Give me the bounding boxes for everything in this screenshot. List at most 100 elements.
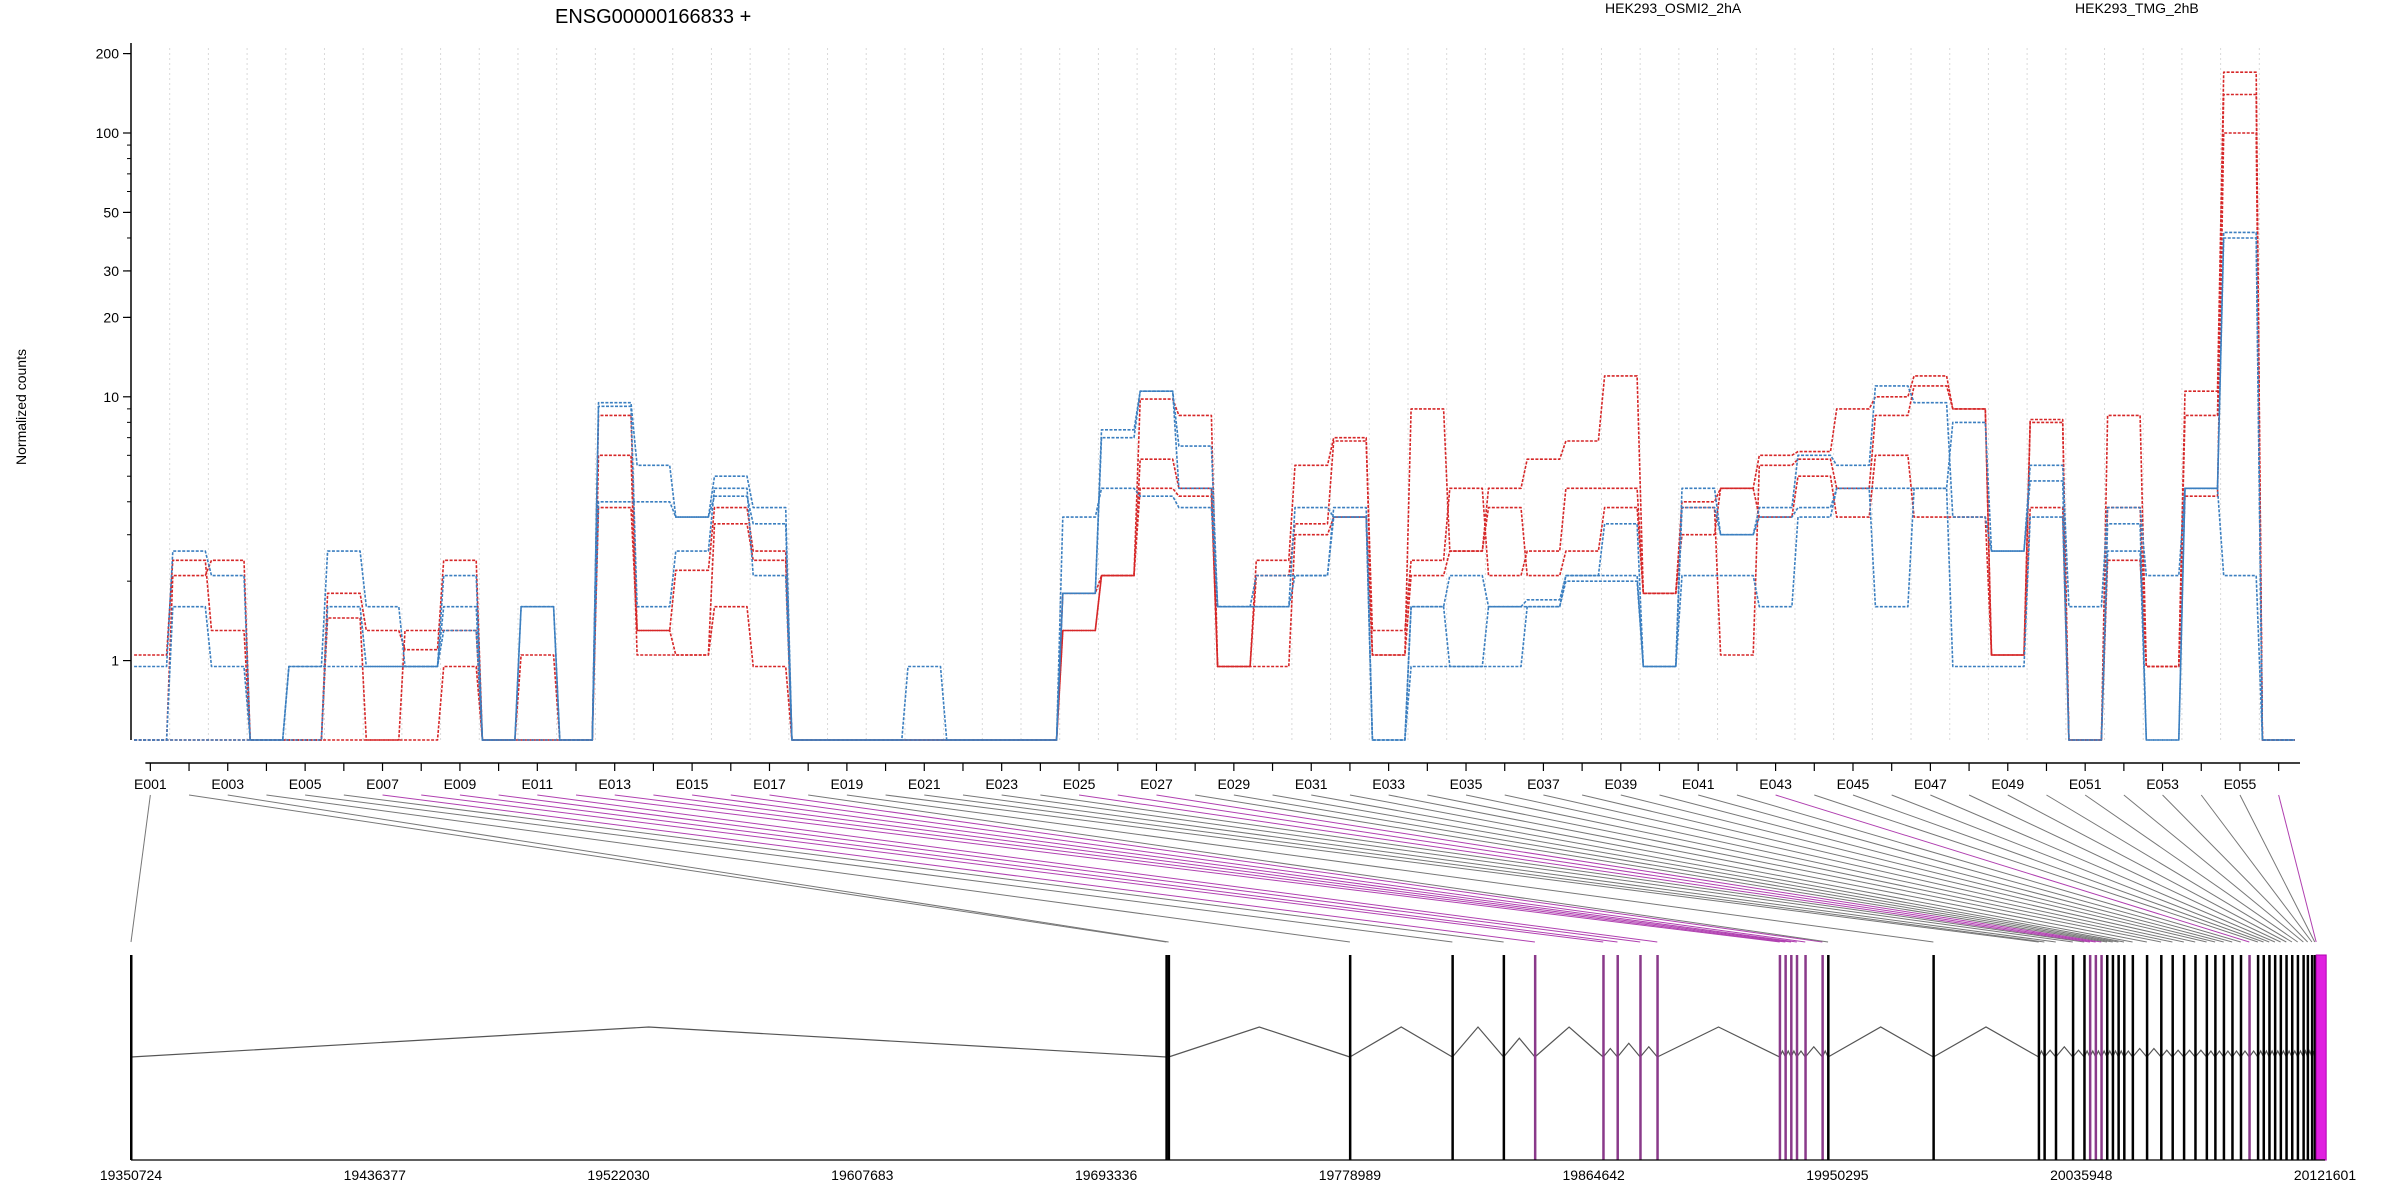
connector-line [1698,794,2233,943]
exon-box [1795,955,1799,1160]
x-tick-label: E041 [1682,776,1715,792]
exon-box [2239,955,2243,1160]
y-tick-label: 100 [96,125,120,141]
exon-box [1821,955,1824,1160]
connector-line [2239,794,2316,943]
exon-box [2182,955,2186,1160]
x-tick-label: E003 [211,776,244,792]
series-line-hek293-tmg-2ha [134,237,2295,741]
connector-line [266,794,1350,943]
exon-box [2054,955,2058,1160]
gene-model [130,954,2327,1161]
x-tick-label: E017 [753,776,786,792]
x-tick-label: E051 [2069,776,2102,792]
x-tick-label: E009 [444,776,477,792]
exon-box [1502,955,1506,1160]
genomic-tick-label: 20035948 [2050,1167,2113,1183]
exon-box [1167,955,1171,1160]
x-tick-label: E039 [1604,776,1637,792]
exon-box [1778,955,1782,1160]
exon-box [2160,955,2163,1160]
exon-box [1656,955,1659,1160]
exon-box [2214,955,2217,1160]
connector-line [343,794,1504,943]
exon-box [1932,955,1935,1160]
series-lines [134,71,2295,741]
connector-line [614,794,1786,943]
exon-box [2088,955,2092,1160]
x-tick-label: E007 [366,776,399,792]
y-tick-label: 10 [103,389,119,405]
intron-line [2072,1049,2085,1058]
x-tick-label: E005 [289,776,322,792]
connector-line [130,794,151,943]
x-tick-label: E029 [1217,776,1250,792]
exon-box [1804,955,1807,1160]
connector-line [1775,794,2250,943]
x-tick-label: E027 [1140,776,1173,792]
exon-box [2037,955,2041,1160]
connector-line [1117,794,2096,943]
exon-box [1602,955,1605,1160]
connector-line [1814,794,2258,943]
intron-line [1827,1026,1934,1058]
x-tick-label: E043 [1759,776,1792,792]
exon-box [2094,955,2098,1160]
connector-line [1349,794,2133,943]
exon-box [2248,955,2251,1160]
connector-line [1620,794,2216,943]
connector-line [305,794,1453,943]
intron-line [1602,1047,1618,1058]
exon-box [2194,955,2197,1160]
x-tick-label: E001 [134,776,167,792]
exon-box [2071,955,2075,1160]
connector-line [885,794,2039,943]
connector-line [1156,794,2102,943]
exon-box [1616,955,1619,1160]
exon-box [2310,955,2314,1160]
genomic-tick-label: 20121601 [2294,1167,2357,1183]
exon-box [2279,955,2283,1160]
exon-box [2117,955,2120,1160]
connector-line [2084,794,2298,943]
connector-line [1272,794,2119,943]
connector-line [1504,794,2184,943]
intron-line [2043,1049,2057,1058]
connector-line [2046,794,2293,943]
exon-box [2268,955,2271,1160]
exon-box [2205,955,2209,1160]
exon-box [1533,955,1537,1160]
gridlines [169,48,2260,740]
genomic-tick-label: 19693336 [1075,1167,1138,1183]
connector-line [808,794,1829,943]
genomic-tick-label: 19778989 [1319,1167,1382,1183]
y-axis: 1 10 20 30 50 100 200 [96,43,132,740]
genomic-tick-label: 19864642 [1563,1167,1626,1183]
exon-box [2043,955,2046,1160]
intron-line [2132,1047,2148,1058]
intron-line [1451,1026,1505,1058]
genomic-tick-label: 19522030 [587,1167,650,1183]
connector-line [2278,794,2317,943]
exon-box [1639,955,1642,1160]
connector-line [1427,794,2162,943]
genomic-tick-label: 19950295 [1806,1167,1869,1183]
exon-box [2123,955,2126,1160]
legend-item-tmg-2hb: HEK293_TMG_2hB [2075,0,2199,16]
intron-line [2183,1049,2196,1058]
intron-line [1657,1026,1780,1058]
x-tick-label: E021 [908,776,941,792]
genomic-tick-label: 19436377 [344,1167,407,1183]
y-axis-label: Normalized counts [13,349,29,465]
exon-box [1827,955,1830,1160]
connector-line [227,794,1169,943]
series-line-hek293-tmg-2hc [134,487,2295,741]
intron-line [1933,1026,2039,1058]
x-tick-label: E025 [1063,776,1096,792]
x-tick-label: E053 [2146,776,2179,792]
exon-box [2296,955,2300,1160]
exon-connectors [130,794,2317,943]
exon-box [1348,955,1352,1160]
x-tick-label: E045 [1837,776,1870,792]
